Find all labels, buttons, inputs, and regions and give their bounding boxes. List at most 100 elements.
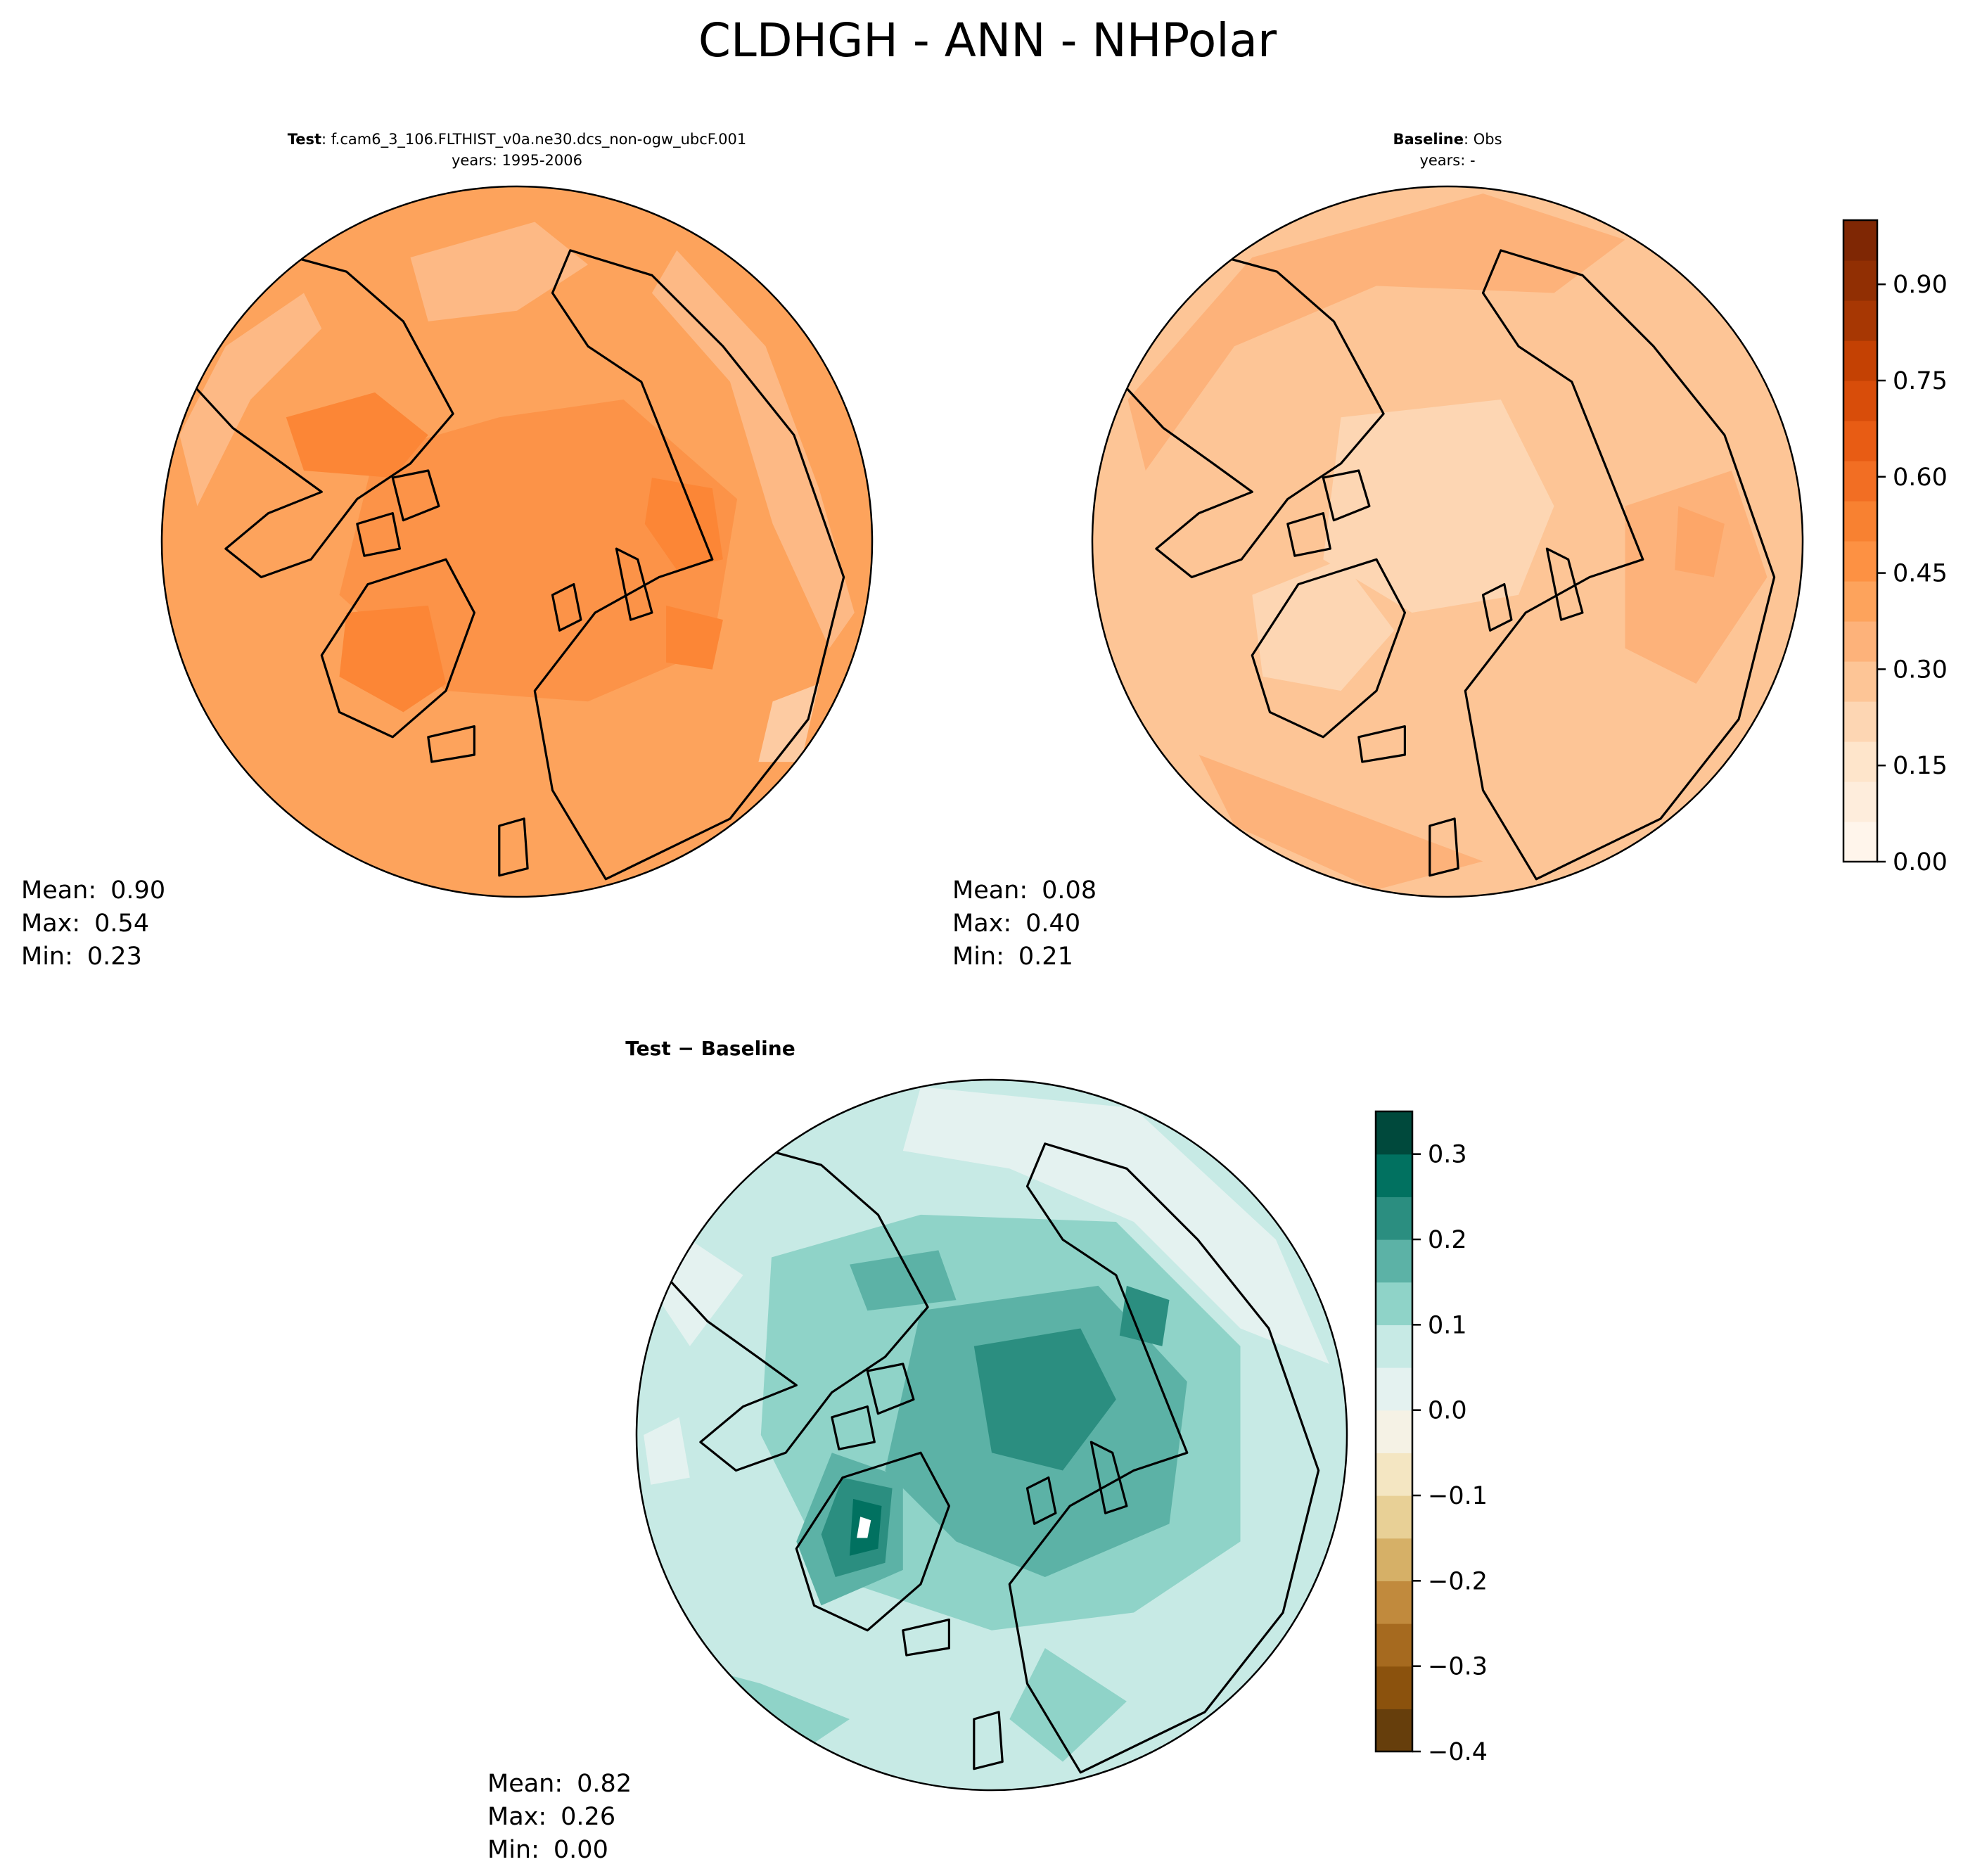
panel-baseline: Baseline: Obs years: - Mean: 0.08 Max: 0.4… (952, 131, 1804, 971)
coastline (663, 1142, 929, 1472)
colorbar-segment (1843, 781, 1877, 822)
panel-test-title-rest: : f.cam6_3_106.FLTHIST_v0a.ne30.dcs_non-… (321, 131, 746, 148)
colorbar-tick-label: 0.75 (1893, 367, 1948, 395)
contour-region (1009, 1648, 1127, 1762)
coastline (1119, 249, 1385, 579)
colorbar-tick-label: −0.4 (1428, 1738, 1488, 1766)
coastline (1481, 582, 1513, 632)
panel-diff-map (635, 1078, 1348, 1792)
stat-mean-value: 0.08 (1042, 876, 1097, 905)
contour-region (179, 293, 322, 506)
panel-test-title: Test: f.cam6_3_106.FLTHIST_v0a.ne30.dcs_… (288, 131, 747, 148)
coastline (320, 558, 476, 739)
stat-mean-label: Mean: (487, 1770, 563, 1798)
stat-max-label: Max: (952, 910, 1011, 938)
panel-diff-title: Test − Baseline (625, 1037, 795, 1060)
colorbar-segment (1376, 1709, 1412, 1752)
stat-max: Max: 0.26 (487, 1803, 615, 1831)
colorbar-segment (1843, 541, 1877, 582)
colorbar-segment (1843, 501, 1877, 542)
contour-region (644, 478, 723, 570)
panel-diff-title-bold: Test − Baseline (625, 1037, 795, 1060)
colorbar-segment (1376, 1581, 1412, 1624)
contour-region (1127, 193, 1625, 471)
colorbar-tick-label: 0.30 (1893, 656, 1948, 684)
panel-diff-stats: Mean: 0.82 Max: 0.26 Min: 0.00 (487, 1770, 632, 1864)
stat-min-label: Min: (21, 943, 73, 971)
contour-region (666, 605, 723, 670)
stat-mean-value: 0.90 (110, 876, 165, 905)
colorbar-segment (1843, 701, 1877, 742)
contour-region (1625, 471, 1768, 684)
coastline (1286, 511, 1331, 557)
stat-max-label: Max: (21, 910, 80, 938)
colorbar-tick-label: −0.2 (1428, 1567, 1488, 1595)
colorbar-tick-label: 0.45 (1893, 560, 1948, 588)
colorbar-segment (1376, 1239, 1412, 1283)
coastline (1008, 1142, 1320, 1774)
colorbar-segment (1843, 220, 1877, 261)
colorbar-segment (1843, 260, 1877, 301)
coastline (391, 469, 440, 522)
stat-min-value: 0.23 (87, 943, 142, 971)
contour-region (339, 400, 738, 702)
panel-baseline-title-bold: Baseline (1393, 131, 1464, 148)
contour-region (1119, 1285, 1170, 1346)
contour-region (1252, 559, 1395, 691)
colorbar-frame (1842, 219, 1879, 863)
colorbar-segment (1843, 340, 1877, 381)
contour-region (1323, 400, 1554, 613)
coastline (1251, 558, 1407, 739)
colorbar-segment (1843, 621, 1877, 662)
colorbar-segment (1376, 1154, 1412, 1197)
coastline (427, 725, 476, 763)
contour-region (1675, 506, 1725, 578)
coastline (902, 1619, 951, 1657)
stat-min-value: 0.00 (554, 1836, 608, 1864)
map-boundary (160, 185, 874, 898)
panel-baseline-title-rest: : Obs (1464, 131, 1502, 148)
colorbar-segment (1843, 741, 1877, 782)
stat-mean-label: Mean: (952, 876, 1028, 905)
colorbar-segment (1376, 1111, 1412, 1155)
panel-test-title-bold: Test (288, 131, 321, 148)
coastline (188, 249, 454, 579)
stat-max: Max: 0.40 (952, 910, 1080, 938)
stat-min: Min: 0.23 (21, 943, 142, 971)
coastline (356, 511, 402, 557)
coastline (1428, 817, 1459, 877)
contour-region (857, 1517, 871, 1538)
stat-mean: Mean: 0.90 (21, 876, 165, 905)
panel-test-stats: Mean: 0.90 Max: 0.54 Min: 0.23 (21, 876, 165, 971)
coastline (831, 1405, 876, 1450)
colorbar-tick-label: −0.3 (1428, 1653, 1488, 1681)
colorbar-absolute: 0.00 0.15 0.30 0.45 0.60 0.75 0.90 (1842, 219, 1948, 876)
coastline (1357, 725, 1407, 763)
panel-test: Test: f.cam6_3_106.FLTHIST_v0a.ne30.dcs_… (21, 131, 874, 971)
stat-mean: Mean: 0.82 (487, 1770, 632, 1798)
coastline (615, 547, 653, 621)
colorbar-segment (1843, 661, 1877, 702)
stat-mean-label: Mean: (21, 876, 96, 905)
contour-region (651, 250, 855, 649)
coastline (1322, 469, 1371, 522)
colorbar-tick-label: −0.1 (1428, 1482, 1488, 1510)
colorbar-segment (1376, 1367, 1412, 1411)
colorbar-tick-label: 0.1 (1428, 1311, 1467, 1339)
colorbar-segment (1376, 1453, 1412, 1496)
contour-region (1199, 755, 1483, 890)
coastline (551, 582, 582, 632)
panel-baseline-stats: Mean: 0.08 Max: 0.40 Min: 0.21 (952, 876, 1097, 971)
stat-mean-value: 0.82 (577, 1770, 632, 1798)
coastline (533, 249, 845, 881)
colorbar-tick-label: 0.15 (1893, 752, 1948, 780)
map-boundary (1091, 185, 1804, 898)
stat-max-value: 0.26 (561, 1803, 615, 1831)
colorbar-segment (1376, 1666, 1412, 1709)
colorbar-segment (1376, 1325, 1412, 1368)
stat-max: Max: 0.54 (21, 910, 149, 938)
contour-region (850, 1250, 957, 1311)
panel-baseline-map (1091, 185, 1804, 898)
contour-region (758, 684, 819, 762)
